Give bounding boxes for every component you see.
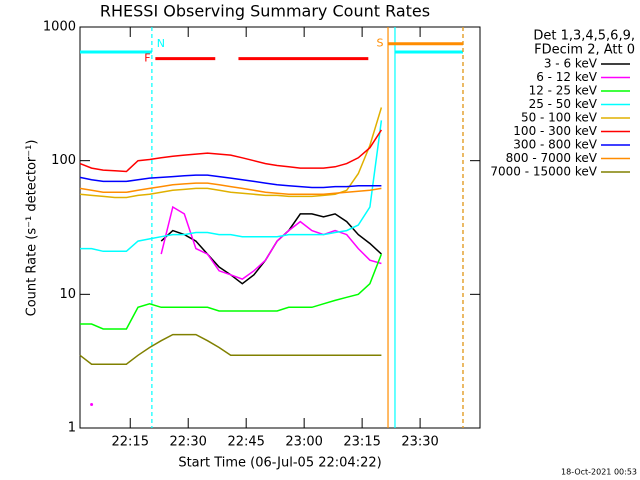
x-tick-label: 22:45 <box>227 435 264 450</box>
legend-label: 12 - 25 keV <box>529 84 598 98</box>
y-tick-label: 1000 <box>43 20 76 35</box>
series-point <box>90 403 94 406</box>
legend-label: 100 - 300 keV <box>513 124 597 138</box>
flag-label: F <box>144 52 150 65</box>
legend-header: Det 1,3,4,5,6,9, <box>533 29 635 44</box>
x-axis-label: Start Time (06-Jul-05 22:04:22) <box>178 456 381 471</box>
series-line <box>79 333 382 365</box>
legend-label: 800 - 7000 keV <box>506 151 598 165</box>
x-tick-label: 23:15 <box>343 435 380 450</box>
chart-title: RHESSI Observing Summary Count Rates <box>100 2 430 21</box>
legend-label: 50 - 100 keV <box>521 111 598 125</box>
legend-label: 25 - 50 keV <box>529 97 598 111</box>
x-tick-label: 22:15 <box>112 435 149 450</box>
series-line <box>80 120 383 253</box>
series-line <box>160 205 382 280</box>
legend-label: 6 - 12 keV <box>536 70 598 84</box>
x-tick-label: 23:00 <box>285 435 322 450</box>
footer: 18-Oct-2021 00:53 <box>561 468 637 477</box>
flag-label: S <box>377 37 384 50</box>
plot-frame <box>79 26 481 429</box>
legend-label: 7000 - 15000 keV <box>490 165 597 179</box>
flag-label: N <box>157 37 165 50</box>
y-axis-label: Count Rate (s⁻¹ detector⁻¹) <box>25 140 40 317</box>
series-line <box>79 107 383 199</box>
y-tick-label: 1 <box>68 421 76 436</box>
x-tick-label: 23:30 <box>401 435 438 450</box>
series-line <box>79 174 382 189</box>
legend-label: 3 - 6 keV <box>544 57 598 71</box>
y-tick-label: 10 <box>59 287 76 302</box>
series-line <box>80 253 383 330</box>
legend-label: 300 - 800 keV <box>513 138 597 152</box>
x-tick-label: 22:30 <box>169 435 206 450</box>
y-tick-label: 100 <box>51 153 76 168</box>
legend-header: FDecim 2, Att 0 <box>534 43 635 58</box>
series-line <box>79 182 382 196</box>
series-line <box>79 129 383 173</box>
